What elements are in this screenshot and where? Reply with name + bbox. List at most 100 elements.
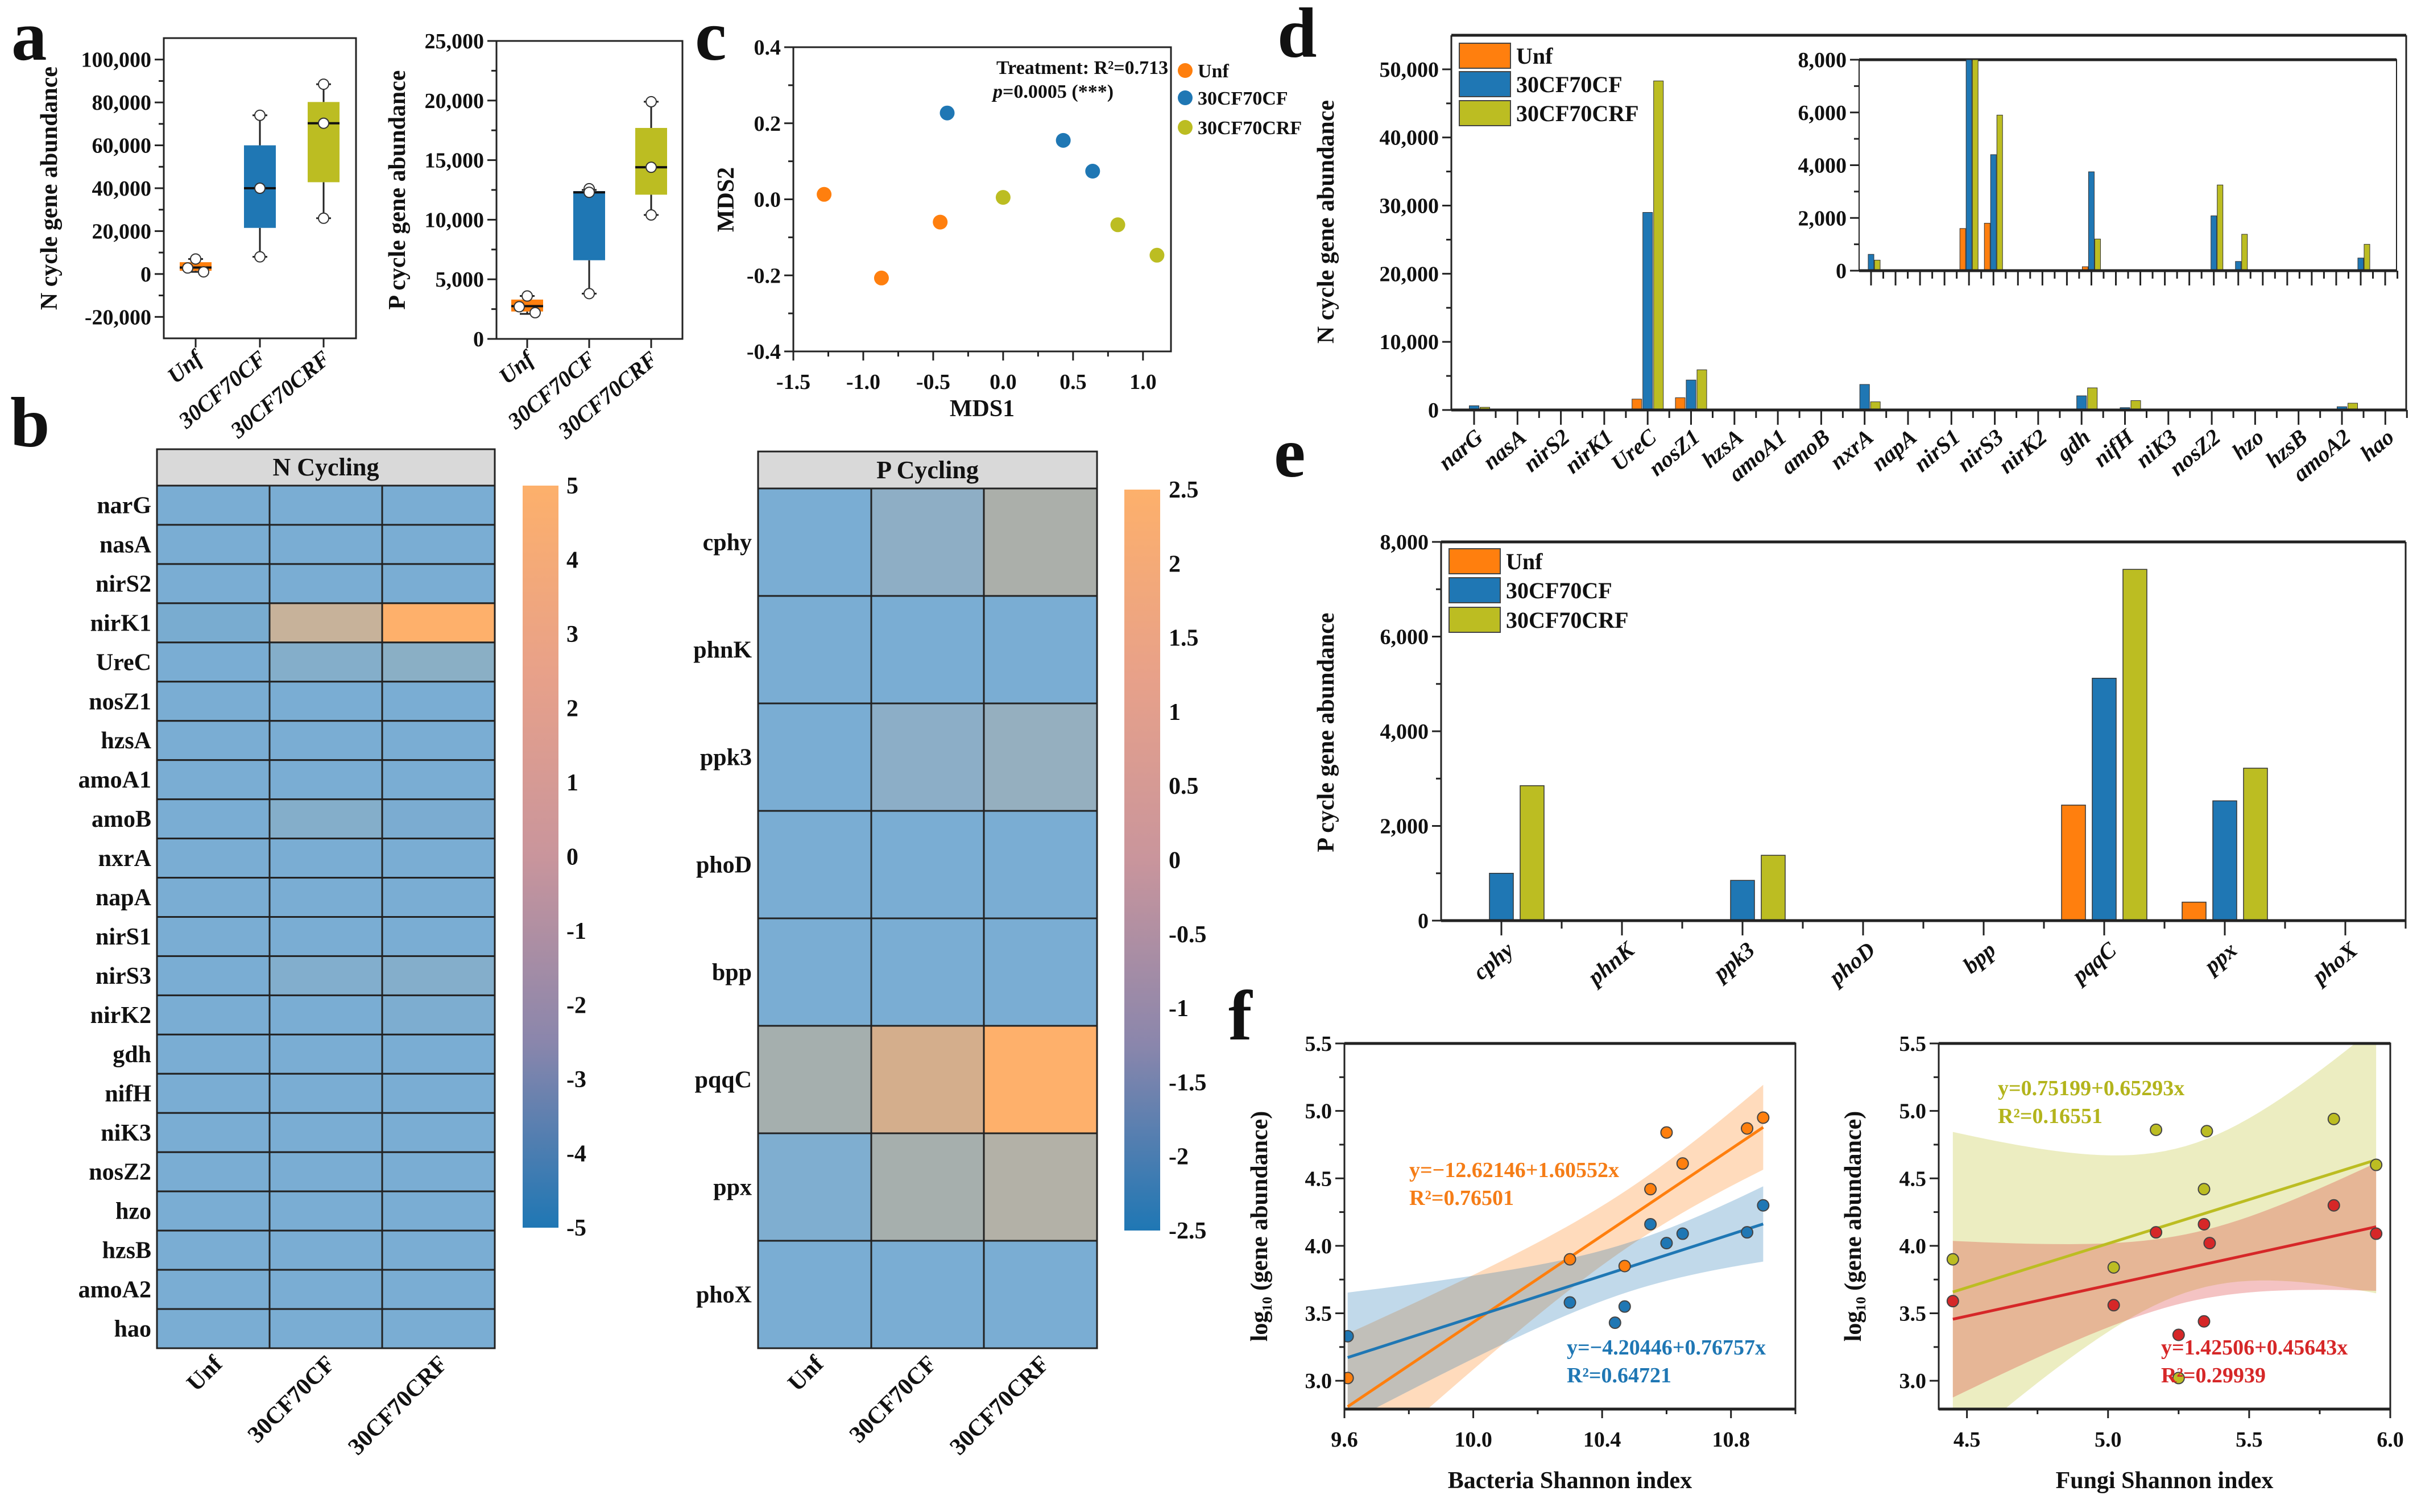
x-tick-label: 4.5 xyxy=(1954,1428,1981,1452)
colorbar-tick-label: -0.5 xyxy=(1169,922,1207,948)
row-label: cphy xyxy=(703,530,752,556)
x-tick-label: 6.0 xyxy=(2377,1428,2404,1452)
x-tick-label: -1.5 xyxy=(776,370,810,394)
heatmap-cell xyxy=(156,1072,271,1114)
mds-point xyxy=(874,270,889,285)
heatmap-cell xyxy=(983,917,1098,1027)
heatmap-cell xyxy=(983,810,1098,919)
data-point xyxy=(1344,1372,1354,1385)
box-iqr xyxy=(573,191,605,260)
x-tick-label: 10.8 xyxy=(1712,1428,1750,1452)
bar xyxy=(2061,805,2086,921)
data-point xyxy=(2150,1226,2163,1239)
colorbar-tick-label: -1 xyxy=(566,918,586,945)
bar xyxy=(2076,395,2087,411)
bar xyxy=(1859,384,1870,411)
row-label: phnK xyxy=(693,637,752,664)
data-point xyxy=(2327,1112,2340,1125)
row-label: gdh xyxy=(113,1042,151,1068)
y-tick-label: 4.0 xyxy=(1305,1235,1332,1258)
colorbar-tick-label: -5 xyxy=(566,1215,586,1241)
mds-point xyxy=(1056,132,1071,148)
y-tick-label: 5.0 xyxy=(1899,1100,1927,1124)
stat-annotation-p: p=0.0005 (***) xyxy=(991,81,1114,102)
data-point xyxy=(583,187,595,198)
heatmap-cell xyxy=(983,487,1098,597)
inset-bar xyxy=(2211,216,2217,271)
legend-label: 30CF70CF xyxy=(1198,88,1288,109)
y-tick-label: 3.5 xyxy=(1305,1302,1332,1326)
y-tick-label: 40,000 xyxy=(92,177,152,201)
colorbar-tick-label: 2 xyxy=(1169,551,1181,577)
mds-point xyxy=(995,190,1011,205)
legend-label: 30CF70CF xyxy=(1516,72,1623,97)
row-label: UreC xyxy=(96,649,151,676)
panel-letter-f: f xyxy=(1228,977,1253,1055)
mds-point xyxy=(940,105,955,121)
mds-point xyxy=(1110,217,1125,233)
y-tick-label: -20,000 xyxy=(85,305,151,329)
box-30CF70CF xyxy=(244,109,276,263)
heatmap-cell xyxy=(268,759,383,801)
y-tick-label: 20,000 xyxy=(425,89,485,113)
heatmap-cell xyxy=(381,1112,496,1153)
heatmap-cell xyxy=(268,838,383,879)
heatmap-cell xyxy=(381,1072,496,1114)
heatmap-cell xyxy=(156,1308,271,1349)
colorbar-tick-label: -2.5 xyxy=(1169,1218,1207,1244)
regression-plot-f_fungi: 3.0 3.5 4.0 4.5 5.0 5.5 4.5 5.0 5.5 6.0 Fungi Shan… xyxy=(1840,1032,2404,1494)
heatmap-cell xyxy=(381,1033,496,1075)
y-tick-label: 10,000 xyxy=(1380,330,1439,354)
heatmap-cell xyxy=(757,1132,872,1242)
colorbar-tick-label: 0 xyxy=(566,844,578,871)
heatmap-cell xyxy=(156,524,271,565)
data-point xyxy=(1344,1329,1354,1343)
data-point xyxy=(254,251,266,263)
heatmap-cell xyxy=(381,1269,496,1310)
heatmap-cell xyxy=(381,994,496,1035)
y-tick-label: 15,000 xyxy=(425,149,485,173)
y-tick-label: 5,000 xyxy=(436,268,485,292)
heatmap-cell xyxy=(268,916,383,957)
y-tick-label: -0.4 xyxy=(747,340,781,364)
colorbar-tick-label: 0 xyxy=(1169,848,1181,874)
data-point xyxy=(2200,1125,2213,1138)
legend-label: 30CF70CRF xyxy=(1198,118,1302,139)
y-tick-label: 4.0 xyxy=(1899,1235,1927,1258)
heatmap-cell xyxy=(156,1190,271,1232)
heatmap-cell xyxy=(983,702,1098,812)
regression-equation: y=−4.20446+0.76757x xyxy=(1567,1336,1766,1360)
bar xyxy=(2092,678,2117,921)
inset-bar xyxy=(2088,171,2095,271)
inset-bar xyxy=(2357,258,2364,271)
mds-point xyxy=(1085,164,1100,179)
bar xyxy=(1489,873,1514,921)
heatmap-header xyxy=(757,450,1098,490)
bar xyxy=(1686,379,1696,411)
regression-line xyxy=(1347,1223,1764,1359)
legend-label: Unf xyxy=(1198,61,1229,82)
r-squared-label: R²=0.16551 xyxy=(1998,1104,2103,1128)
y-axis-label: N cycle gene abundance xyxy=(36,67,63,310)
data-point xyxy=(522,290,533,302)
row-label: niK3 xyxy=(101,1120,151,1146)
charts-layer: -20,000 0 20,000 40,000 60,000 80,000 100,000 N… xyxy=(36,30,2408,1494)
p-gene-bar-chart: 0 2,000 4,000 6,000 8,000 P cycle gene abunda… xyxy=(1313,531,2407,991)
heatmap-cell xyxy=(381,681,496,722)
data-point xyxy=(645,96,657,107)
mds-point xyxy=(1149,247,1165,263)
heatmap-cell xyxy=(757,1240,872,1349)
box-30CF70CF xyxy=(573,183,605,300)
data-point xyxy=(1946,1253,1959,1266)
panel-letter-a: a xyxy=(11,0,47,76)
heatmap-cell xyxy=(268,994,383,1035)
heatmap-cell xyxy=(156,1229,271,1271)
data-point xyxy=(2107,1261,2120,1274)
heatmap-cell xyxy=(381,838,496,879)
colorbar-tick-label: -1.5 xyxy=(1169,1070,1207,1096)
heatmap-cell xyxy=(268,720,383,761)
heatmap-cell xyxy=(156,641,271,683)
r-squared-label: R²=0.64721 xyxy=(1567,1364,1671,1387)
panel-letter-b: b xyxy=(10,384,50,462)
data-point xyxy=(1660,1237,1673,1250)
